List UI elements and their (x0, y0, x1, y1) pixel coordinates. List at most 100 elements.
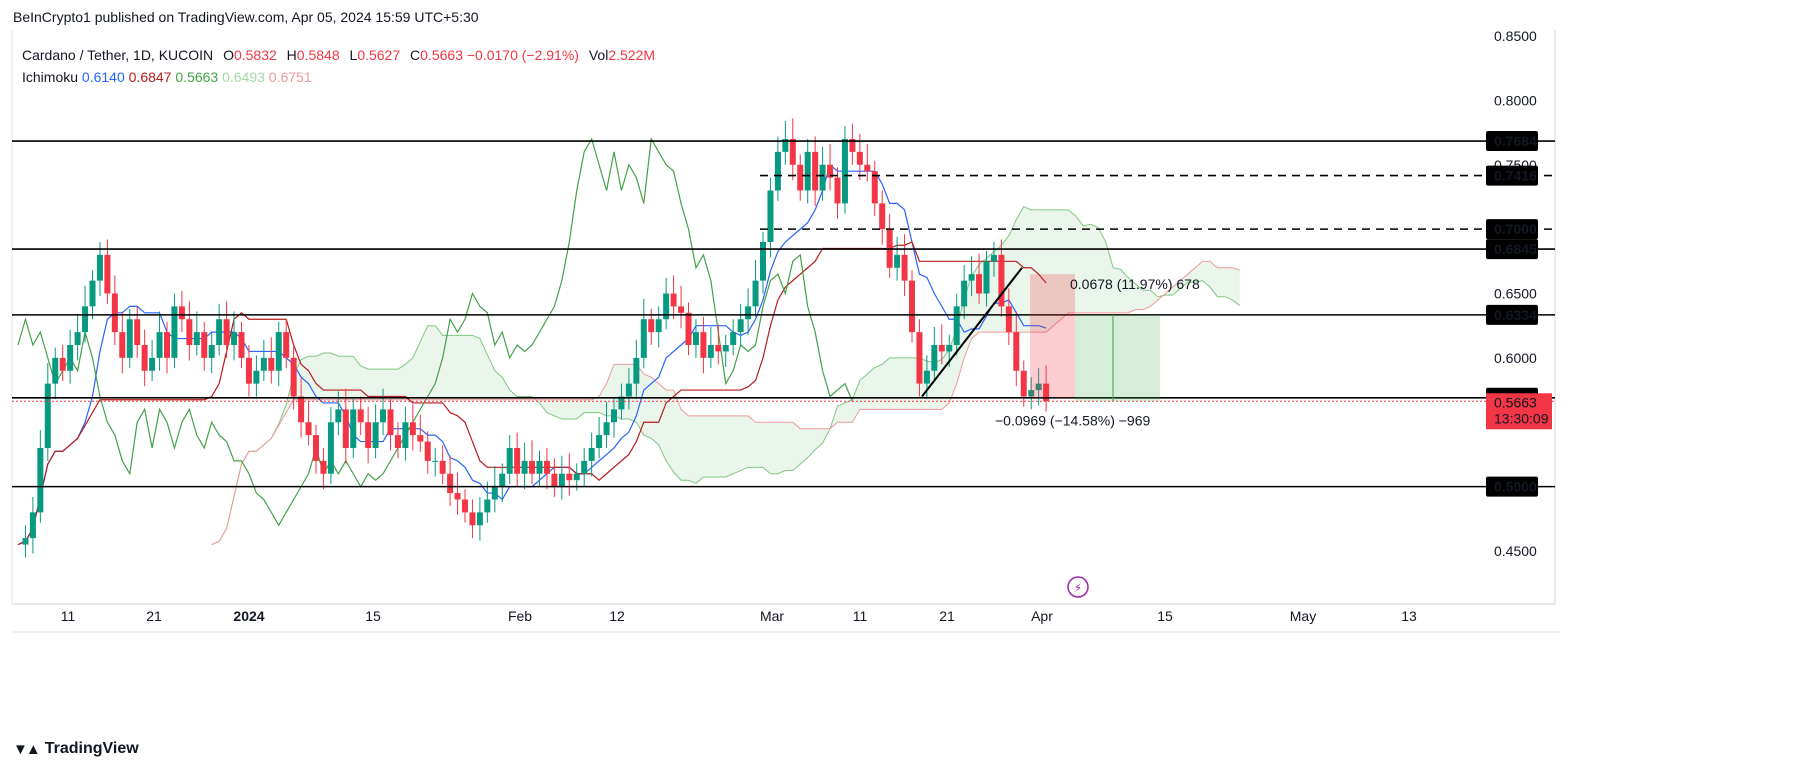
candle-body (521, 460, 528, 474)
ichimoku-span-a-line (211, 205, 1241, 546)
candle-body (529, 460, 536, 474)
candle-body (275, 332, 282, 371)
candle-body (1043, 383, 1050, 402)
candle-body (126, 319, 133, 358)
candle-body (178, 306, 185, 320)
publisher-line: BeInCrypto1 published on TradingView.com… (13, 9, 479, 25)
candle-body (380, 409, 387, 423)
candle-body (1020, 370, 1027, 397)
candle-body (231, 332, 238, 345)
candle-body (1013, 332, 1020, 371)
chart-header: Cardano / Tether, 1D, KUCOIN O0.5832 H0.… (22, 44, 655, 88)
candle-body (327, 422, 334, 474)
price-tick: 0.6500 (1494, 286, 1537, 302)
trend-line (921, 267, 1023, 398)
candle-body (342, 409, 349, 448)
volume-label: Vol (588, 47, 609, 63)
candle-body (961, 280, 968, 307)
candle-body (551, 473, 558, 487)
time-tick: 2024 (233, 608, 264, 624)
short-box-label: −0.0969 (−14.58%) −969 (995, 412, 1151, 428)
candle-body (238, 332, 245, 358)
candle-body (298, 396, 305, 423)
ichimoku-row: Ichimoku 0.6140 0.6847 0.5663 0.6493 0.6… (22, 66, 655, 88)
level-label-bg (1486, 219, 1538, 240)
candle-body (1005, 306, 1012, 333)
candle-body (819, 164, 826, 191)
open-label: O (223, 47, 234, 63)
long-position-box (1075, 314, 1160, 402)
candle-body (566, 473, 573, 481)
candle-body (141, 345, 148, 371)
candle-body (171, 306, 178, 358)
candle-body (59, 357, 66, 371)
symbol-title[interactable]: Cardano / Tether, 1D, KUCOIN (22, 47, 214, 63)
time-tick: 15 (365, 608, 381, 624)
last-price-countdown: 13:30:09 (1494, 410, 1549, 426)
candle-body (201, 332, 208, 358)
tradingview-brand: TradingView (44, 740, 139, 757)
candle-body (89, 280, 96, 307)
candle-body (655, 319, 662, 333)
level-label-bg (1486, 239, 1538, 260)
candle-body (506, 448, 513, 474)
candle-body (335, 409, 342, 423)
ichimoku-label[interactable]: Ichimoku (22, 69, 79, 85)
candle-body (804, 151, 811, 191)
time-tick: Feb (508, 608, 532, 624)
candle-body (745, 306, 752, 320)
candle-body (558, 473, 565, 487)
candle-body (953, 306, 960, 345)
candle-body (462, 499, 468, 513)
candle-body (82, 306, 89, 333)
candle-body (879, 203, 886, 230)
low-label: L (349, 47, 358, 63)
candle-body (1028, 390, 1035, 397)
candle-body (789, 139, 796, 165)
time-tick: Mar (760, 608, 784, 624)
candle-body (894, 254, 901, 268)
change-value: −0.0170 (−2.91%) (466, 47, 579, 63)
candle-body (52, 357, 59, 384)
candle-body (350, 409, 357, 448)
tradingview-logo[interactable]: ▼▲ TradingView (13, 740, 139, 758)
candle-body (67, 345, 74, 371)
price-tick: 0.8500 (1494, 28, 1537, 44)
level-label-bg (1486, 131, 1538, 152)
level-label-bg (1486, 476, 1538, 497)
candle-body (283, 332, 290, 358)
candle-body (931, 345, 938, 371)
candle-body (305, 422, 312, 436)
ichimoku-chikou: 0.5663 (175, 69, 219, 85)
candle-body (514, 448, 521, 474)
candle-body (901, 254, 908, 281)
candle-body (797, 164, 804, 191)
candle-body (670, 293, 677, 307)
candle-body (134, 319, 141, 345)
candle-body (111, 293, 118, 333)
tradingview-logo-icon: ▼▲ (13, 740, 41, 758)
candle-body (640, 319, 647, 358)
candle-body (715, 345, 722, 352)
candle-body (439, 460, 446, 474)
candle-body (573, 473, 580, 481)
level-label: 0.6845 (1494, 241, 1537, 257)
level-label: 0.5000 (1494, 479, 1537, 495)
candle-body (536, 460, 543, 474)
candle-body (722, 345, 729, 352)
level-label: 0.7684 (1494, 133, 1537, 149)
candle-body (394, 435, 401, 448)
ichimoku-span-a: 0.6493 (222, 69, 265, 85)
open-value: 0.5832 (233, 47, 277, 63)
price-tick: 0.6000 (1494, 350, 1537, 366)
candle-body (223, 319, 230, 345)
candle-body (678, 306, 685, 313)
candle-body (447, 473, 454, 494)
candle-body (484, 499, 491, 513)
level-label: 0.7000 (1494, 221, 1537, 237)
price-tick: 0.8000 (1494, 92, 1537, 108)
candle-body (737, 319, 744, 333)
candle-body (193, 332, 200, 345)
candle-body (648, 319, 655, 333)
